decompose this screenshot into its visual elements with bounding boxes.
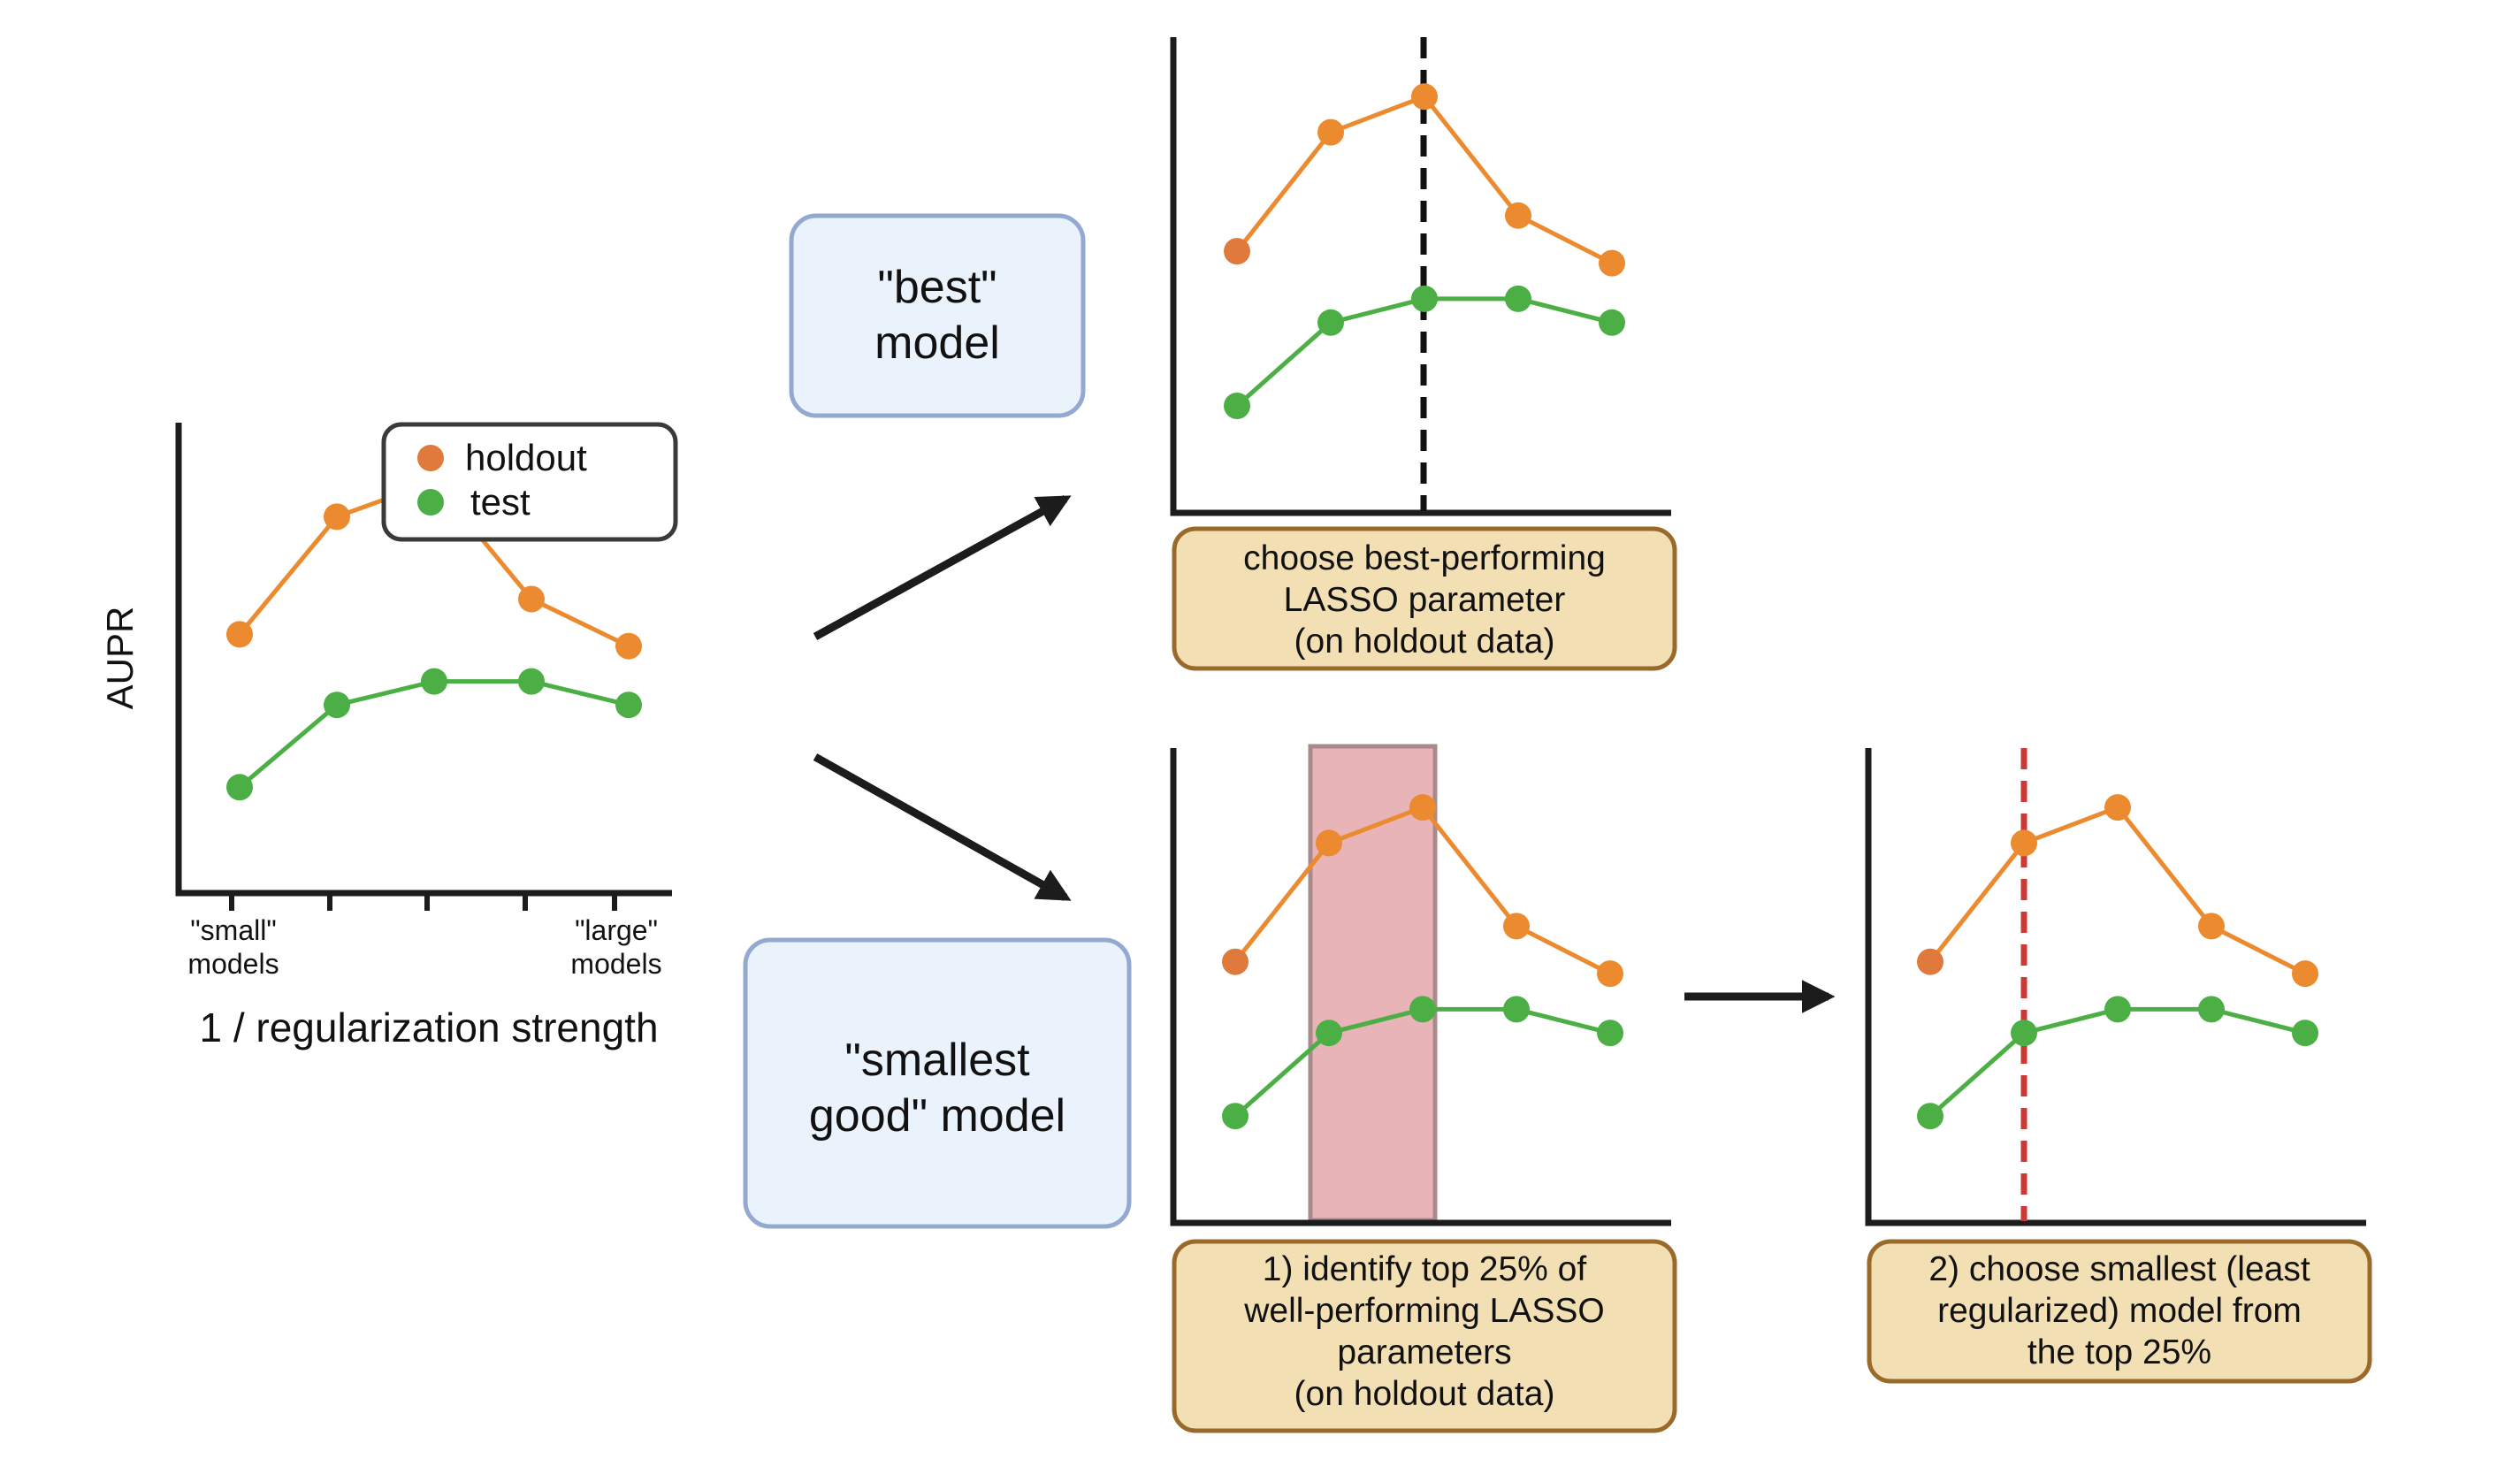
step2-test-point — [1917, 1103, 1943, 1130]
step2-test-point — [2198, 996, 2225, 1023]
step2-holdout-point — [2011, 829, 2037, 857]
step1-note-box — [1172, 1239, 1677, 1433]
legend-holdout-label: holdout — [465, 437, 587, 478]
step1-test-point — [1316, 1020, 1342, 1047]
main-plot-axes — [175, 423, 672, 897]
step1-holdout-point — [1503, 913, 1530, 940]
best-note-line3: (on holdout data) — [1294, 623, 1555, 661]
tick-label-small: "small" — [190, 914, 276, 946]
step1-plot — [1170, 744, 1671, 1226]
best-holdout-point — [1505, 202, 1531, 229]
step2-plot-series — [1917, 794, 2318, 1130]
x-axis-label: 1 / regularization strength — [199, 1004, 658, 1050]
main-plot: AUPR 1 / regularization strength "small"… — [99, 422, 678, 1050]
best-test-point — [1224, 393, 1250, 419]
main-plot-ticks — [229, 893, 617, 911]
best-note: choose best-performing LASSO parameter (… — [1172, 526, 1677, 671]
step2-test-point — [2292, 1020, 2318, 1047]
step2-holdout-point — [2198, 913, 2225, 940]
best-test-point — [1599, 309, 1625, 336]
smallest-good-model-box: "smallest good" model — [743, 937, 1132, 1229]
y-axis-label: AUPR — [99, 607, 141, 710]
step2-plot — [1865, 748, 2366, 1226]
step2-note-line3: the top 25% — [2027, 1333, 2211, 1371]
step2-test-point — [2104, 996, 2131, 1023]
smallest-good-model-line1: "smallest — [844, 1035, 1030, 1086]
best-plot-series — [1224, 83, 1625, 419]
step2-note-line1: 2) choose smallest (least — [1928, 1250, 2310, 1288]
step1-note-line3: parameters — [1337, 1333, 1511, 1371]
step1-holdout-point — [1222, 948, 1249, 975]
main-test-point — [518, 668, 545, 695]
step2-test-line — [1928, 1006, 2306, 1119]
best-note-line1: choose best-performing — [1243, 539, 1606, 577]
step2-note: 2) choose smallest (least regularized) m… — [1867, 1239, 2372, 1384]
legend-holdout-marker — [417, 445, 444, 471]
best-note-box — [1172, 526, 1677, 671]
main-holdout-point — [324, 503, 350, 531]
best-plot — [1170, 37, 1671, 516]
main-test-point — [226, 774, 253, 801]
step1-test-point — [1409, 996, 1436, 1023]
best-holdout-point — [1411, 83, 1438, 111]
step1-test-point — [1503, 996, 1530, 1023]
step2-note-line2: regularized) model from — [1937, 1292, 2302, 1330]
step1-holdout-point — [1597, 960, 1623, 988]
tick-label-large: "large" — [575, 914, 658, 946]
step1-holdout-point — [1316, 829, 1342, 857]
smallest-good-model-box-frame — [743, 937, 1132, 1229]
smallest-good-model-line2: good" model — [809, 1090, 1065, 1142]
step2-plot-axes — [1865, 748, 2366, 1226]
step2-test-point — [2011, 1020, 2037, 1047]
best-holdout-point — [1599, 249, 1625, 277]
best-holdout-point — [1317, 118, 1344, 146]
step1-test-point — [1222, 1103, 1249, 1130]
step2-holdout-point — [2104, 794, 2131, 821]
step1-plot-series — [1222, 794, 1623, 1130]
main-holdout-point — [518, 585, 545, 613]
main-holdout-point — [615, 632, 642, 660]
step2-note-box — [1867, 1239, 2372, 1384]
step1-note-line1: 1) identify top 25% of — [1263, 1250, 1587, 1288]
step1-note-line4: (on holdout data) — [1294, 1375, 1555, 1413]
tick-label-small-models: models — [187, 948, 279, 980]
step2-holdout-point — [2292, 960, 2318, 988]
legend-test-marker — [417, 489, 444, 516]
main-test-point — [421, 668, 447, 695]
best-model-line1: "best" — [877, 262, 997, 313]
step1-test-point — [1597, 1020, 1623, 1047]
best-test-point — [1411, 285, 1438, 312]
best-model-box: "best" model — [789, 213, 1086, 418]
step2-holdout-line — [1928, 805, 2307, 976]
best-test-point — [1505, 285, 1531, 312]
best-note-line2: LASSO parameter — [1284, 581, 1566, 619]
step1-note: 1) identify top 25% of well-performing L… — [1172, 1239, 1677, 1433]
step1-holdout-point — [1409, 794, 1436, 821]
legend-test-label: test — [470, 481, 531, 523]
main-test-point — [615, 691, 642, 719]
best-model-line2: model — [874, 317, 1000, 369]
tick-label-large-models: models — [570, 948, 661, 980]
best-test-point — [1317, 309, 1344, 336]
step2-holdout-point — [1917, 948, 1943, 975]
main-test-line — [238, 679, 630, 790]
best-model-box-frame — [789, 213, 1086, 418]
arrow-to-smallest — [813, 753, 1072, 901]
main-test-point — [324, 691, 350, 719]
step1-note-line2: well-performing LASSO — [1243, 1292, 1604, 1330]
arrow-to-best — [813, 495, 1072, 640]
best-holdout-point — [1224, 238, 1250, 265]
step1-plot-axes — [1170, 748, 1671, 1226]
legend-box — [381, 422, 678, 542]
best-plot-axes — [1170, 37, 1671, 516]
main-holdout-point — [226, 621, 253, 648]
legend: holdout test — [381, 422, 678, 542]
